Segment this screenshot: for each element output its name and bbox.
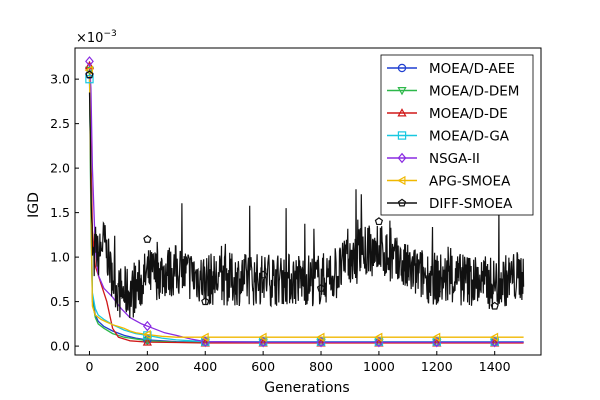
legend-marker — [397, 152, 407, 164]
plot-frame — [74, 47, 542, 356]
legend-entry: MOEA/D-AEE — [387, 61, 515, 77]
data-point-marker — [143, 331, 152, 340]
legend-marker — [397, 87, 407, 96]
y-axis-exponent-power: −3 — [103, 29, 116, 39]
x-tick-label: 0 — [85, 359, 93, 374]
y-axis-exponent-base: ×10 — [76, 31, 103, 46]
data-point-marker — [432, 288, 441, 297]
legend-label: MOEA/D-AEE — [429, 61, 515, 77]
legend-marker — [397, 131, 407, 140]
legend-marker — [397, 108, 407, 117]
legend: MOEA/D-AEE MOEA/D-DEM MOEA/D-DE MOEA/D-GA NS… — [380, 54, 534, 216]
data-point-marker — [142, 329, 151, 340]
data-point-marker — [374, 217, 384, 226]
legend-label: APG-SMOEA — [429, 174, 511, 190]
y-tick-label: 2.0 — [50, 161, 70, 176]
data-point-marker — [258, 332, 267, 342]
y-axis-exponent: ×10−3 — [76, 29, 117, 46]
series-line-apg-smoea — [88, 70, 524, 338]
y-tick-label: 2.5 — [50, 116, 70, 131]
y-tick-label: 1.5 — [50, 205, 70, 220]
legend-entry: NSGA-II — [387, 151, 480, 167]
legend-entry: APG-SMOEA — [387, 174, 511, 190]
data-point-marker — [200, 332, 209, 342]
data-point-marker — [143, 234, 152, 243]
x-tick-label: 800 — [309, 359, 333, 374]
x-tick-label: 1000 — [363, 359, 395, 374]
y-tick-label: 3.0 — [50, 72, 70, 87]
data-point-marker — [142, 337, 152, 346]
data-point-marker — [490, 301, 499, 310]
legend-marker — [397, 198, 407, 207]
legend-marker — [397, 63, 407, 73]
data-point-marker — [374, 332, 383, 342]
x-tick-label: 400 — [193, 359, 217, 374]
legend-label: DIFF-SMOEA — [429, 196, 513, 212]
y-tick-label: 0.0 — [50, 339, 70, 354]
x-tick-label: 600 — [251, 359, 275, 374]
data-point-marker — [85, 70, 94, 79]
legend-label: MOEA/D-DE — [429, 106, 508, 122]
data-point-marker — [316, 283, 326, 292]
data-point-marker — [259, 270, 268, 279]
legend-marker — [397, 175, 406, 186]
legend-entry: MOEA/D-GA — [387, 129, 510, 145]
series-line-moea-d-de — [88, 65, 524, 344]
x-tick-label: 200 — [135, 359, 159, 374]
data-point-marker — [142, 320, 152, 332]
data-point-marker — [431, 332, 441, 342]
axes: 0 200 400 600 800 1000 1200 1400 0.0 0.5 1.0 1.5 2.0… — [50, 47, 542, 374]
data-point-marker — [316, 332, 325, 342]
x-axis-label: Generations — [264, 380, 349, 396]
legend-label: NSGA-II — [429, 151, 480, 167]
x-tick-label: 1400 — [479, 359, 511, 374]
x-tick-label: 1200 — [421, 359, 453, 374]
data-point-marker — [201, 297, 210, 306]
legend-label: MOEA/D-DEM — [429, 84, 519, 100]
data-point-marker — [85, 56, 94, 67]
series-line-diff-smoea — [88, 92, 525, 319]
legend-entry: MOEA/D-DEM — [387, 84, 519, 100]
y-tick-label: 1.0 — [50, 250, 70, 265]
legend-entry: DIFF-SMOEA — [387, 196, 513, 212]
plot-area — [84, 56, 525, 348]
data-point-marker — [489, 332, 499, 342]
legend-label: MOEA/D-GA — [429, 129, 510, 145]
data-point-marker — [85, 74, 94, 84]
legend-entry: MOEA/D-DE — [387, 106, 508, 122]
y-axis-label: IGD — [26, 192, 42, 218]
y-tick-label: 0.5 — [50, 294, 70, 309]
